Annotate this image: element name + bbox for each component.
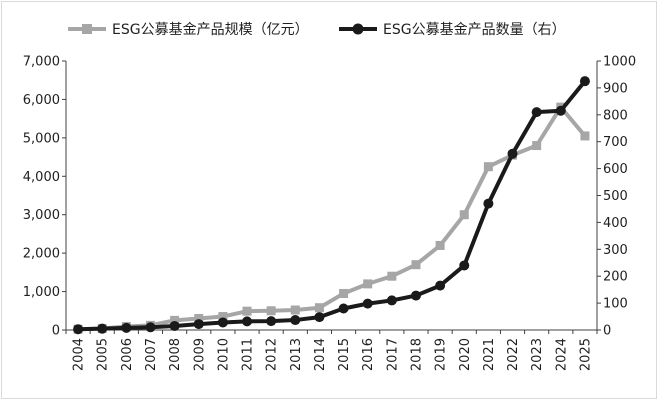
x-tick-label: 2024 <box>554 338 569 371</box>
x-tick-label: 2017 <box>385 338 400 371</box>
data-point-circle <box>338 303 349 314</box>
x-tick-label: 2009 <box>192 338 207 371</box>
x-tick-label: 2023 <box>530 338 545 371</box>
y-right-tick-label: 400 <box>603 216 628 231</box>
data-point-circle <box>579 76 590 87</box>
data-point-circle <box>290 315 301 326</box>
x-tick-label: 2022 <box>506 338 521 371</box>
data-point-circle <box>121 322 132 333</box>
y-right-tick-label: 800 <box>603 108 628 123</box>
data-point-square <box>411 260 421 270</box>
series-layer <box>73 76 590 335</box>
series-line <box>78 105 587 332</box>
data-point-circle <box>531 107 542 118</box>
data-point-square <box>483 162 493 172</box>
data-point-circle <box>386 295 397 306</box>
x-tick-label: 2015 <box>337 338 352 371</box>
data-point-square <box>459 210 469 220</box>
legend-label-count: ESG公募基金产品数量（右） <box>383 21 566 38</box>
y-right-tick-label: 1000 <box>603 55 636 70</box>
data-point-circle <box>73 324 84 335</box>
data-point-circle <box>145 322 156 333</box>
data-point-square <box>363 279 373 289</box>
y-left-tick-label: 5,000 <box>23 131 60 146</box>
data-point-square <box>314 303 324 313</box>
y-left-tick-label: 1,000 <box>23 285 60 300</box>
x-tick-label: 2004 <box>72 338 87 371</box>
series-scale <box>73 102 590 334</box>
axes: 0 1,000 2,000 3,000 4,000 5,000 6,000 7,000 0 100… <box>23 55 636 372</box>
x-tick-label: 2006 <box>120 338 135 371</box>
legend-item-scale: ESG公募基金产品规模（亿元） <box>68 21 309 38</box>
data-point-circle <box>266 316 277 327</box>
x-tick-label: 2012 <box>265 338 280 371</box>
y-right-tick-label: 700 <box>603 135 628 150</box>
y-left-tick-label: 6,000 <box>23 93 60 108</box>
legend-item-count: ESG公募基金产品数量（右） <box>339 21 566 38</box>
data-point-square <box>266 306 276 316</box>
data-point-square <box>194 313 204 323</box>
data-point-circle <box>242 316 253 327</box>
x-tick-label: 2020 <box>458 338 473 371</box>
y-right-tick-label: 600 <box>603 162 628 177</box>
data-point-circle <box>362 298 373 309</box>
x-tick-label: 2010 <box>216 338 231 371</box>
y-right-tick-label: 0 <box>603 324 611 339</box>
legend: ESG公募基金产品规模（亿元） ESG公募基金产品数量（右） <box>68 21 566 38</box>
data-point-circle <box>314 312 325 323</box>
x-tick-label: 2018 <box>409 338 424 371</box>
y-left-tick-label: 0 <box>52 324 60 339</box>
y-left-tick-label: 3,000 <box>23 208 60 223</box>
data-point-circle <box>193 319 204 330</box>
data-point-circle <box>217 317 228 328</box>
x-tick-label: 2025 <box>578 338 593 371</box>
data-point-square <box>387 271 397 281</box>
y-left-tick-label: 7,000 <box>23 55 60 70</box>
x-tick-label: 2005 <box>96 338 111 371</box>
series-line <box>78 79 587 332</box>
data-point-square <box>339 288 349 298</box>
x-tick-label: 2021 <box>482 338 497 371</box>
data-point-circle <box>483 198 494 209</box>
legend-marker-circle <box>352 23 364 35</box>
data-point-circle <box>97 323 108 334</box>
data-point-square <box>242 306 252 316</box>
data-point-circle <box>169 320 180 331</box>
data-point-circle <box>435 280 446 291</box>
x-tick-label: 2013 <box>289 338 304 371</box>
data-point-circle <box>410 290 421 301</box>
x-tick-label: 2019 <box>434 338 449 371</box>
y-left-tick-label: 2,000 <box>23 247 60 262</box>
x-tick-label: 2011 <box>241 338 256 371</box>
legend-marker-square <box>82 24 92 34</box>
data-point-circle <box>555 105 566 116</box>
data-point-square <box>435 240 445 250</box>
legend-label-scale: ESG公募基金产品规模（亿元） <box>112 21 309 38</box>
data-point-square <box>170 315 180 325</box>
y-left-tick-label: 4,000 <box>23 170 60 185</box>
y-right-tick-label: 100 <box>603 297 628 312</box>
data-point-square <box>580 131 590 141</box>
series-count <box>73 76 590 335</box>
data-point-square <box>290 305 300 315</box>
x-tick-label: 2014 <box>313 338 328 371</box>
data-point-circle <box>459 260 470 271</box>
data-point-square <box>532 141 542 151</box>
x-tick-label: 2016 <box>361 338 376 371</box>
y-right-tick-label: 500 <box>603 189 628 204</box>
y-right-tick-label: 300 <box>603 243 628 258</box>
data-point-circle <box>507 148 518 159</box>
x-tick-label: 2007 <box>144 338 159 371</box>
x-tick-label: 2008 <box>168 338 183 371</box>
y-right-tick-label: 200 <box>603 270 628 285</box>
y-right-tick-label: 900 <box>603 81 628 96</box>
data-point-square <box>218 312 228 322</box>
